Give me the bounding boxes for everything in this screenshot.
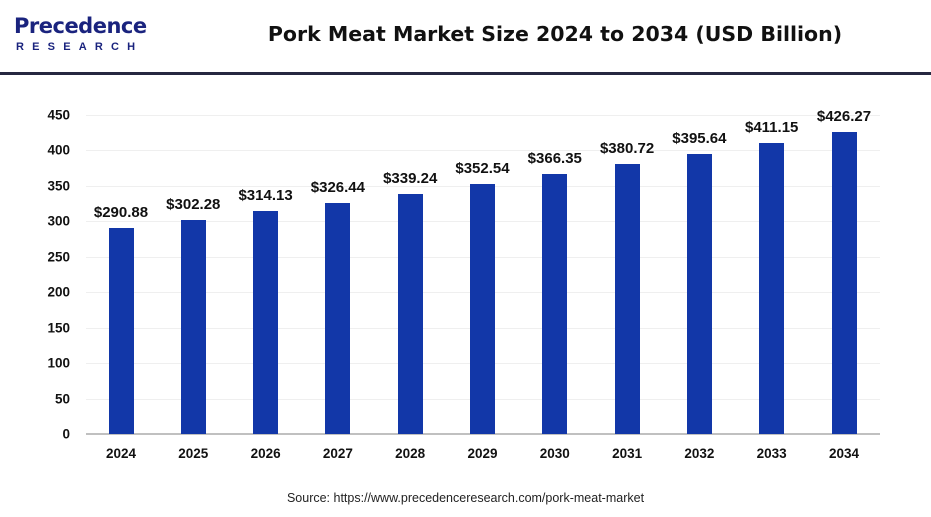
data-label: $290.88 [93, 203, 149, 221]
x-axis-line [86, 433, 880, 435]
source-note: Source: https://www.precedenceresearch.c… [286, 491, 645, 505]
precedence-research-logo: Precedence RESEARCH [14, 14, 154, 56]
data-label: $366.35 [527, 150, 582, 168]
data-label: $302.28 [166, 195, 221, 213]
logo-text-top: Precedence [14, 14, 147, 38]
bar-2030 [542, 174, 568, 434]
x-tick-label: 2030 [539, 446, 570, 461]
bar-2031 [614, 164, 640, 434]
logo-wordmark: Precedence [14, 14, 147, 38]
bar-2025 [180, 219, 206, 434]
x-tick-label: 2031 [612, 446, 643, 461]
bar-2033 [759, 142, 785, 434]
bar-2034 [831, 131, 857, 434]
x-tick-label: 2034 [828, 446, 860, 461]
data-label: $314.13 [238, 187, 293, 205]
header-divider [0, 72, 931, 75]
data-label: $326.44 [310, 178, 365, 196]
bar-2028 [397, 193, 423, 434]
chart-title: Pork Meat Market Size 2024 to 2034 (USD … [267, 22, 843, 46]
y-tick-label: 100 [47, 355, 70, 371]
bar-2027 [325, 202, 351, 434]
data-label: $411.15 [744, 118, 799, 136]
x-tick-label: 2032 [684, 446, 715, 461]
y-tick-label: 450 [47, 107, 70, 123]
x-tick-label: 2027 [322, 446, 353, 461]
y-tick-label: 50 [54, 391, 70, 407]
x-tick-label: 2026 [250, 446, 281, 461]
bar-2026 [253, 211, 279, 434]
data-label: $339.24 [383, 169, 438, 187]
y-tick-label: 350 [47, 178, 70, 194]
logo-subtext: RESEARCH [16, 41, 144, 53]
y-tick-label: 250 [47, 249, 70, 265]
x-tick-label: 2033 [756, 446, 787, 461]
data-label: $352.54 [455, 160, 510, 178]
y-tick-label: 150 [47, 320, 70, 336]
plot-area: $290.88 $302.28 $314.13 $326.44 $339.24 $352.… [86, 108, 880, 435]
bar-2029 [470, 184, 495, 434]
bar-2032 [686, 153, 712, 434]
x-tick-label: 2024 [105, 446, 137, 461]
y-tick-label: 400 [47, 142, 70, 158]
x-tick-label: 2028 [395, 446, 426, 461]
bar-2024 [108, 227, 134, 434]
y-tick-label: 300 [47, 213, 70, 229]
gridline [86, 150, 880, 152]
y-tick-label: 0 [62, 426, 70, 442]
x-tick-label: 2029 [467, 446, 498, 461]
data-label: $380.72 [599, 140, 655, 158]
data-label: $395.64 [672, 129, 727, 147]
data-label: $426.27 [816, 107, 872, 125]
gridline [86, 115, 880, 116]
y-tick-label: 200 [47, 284, 70, 300]
x-tick-label: 2025 [178, 446, 209, 461]
